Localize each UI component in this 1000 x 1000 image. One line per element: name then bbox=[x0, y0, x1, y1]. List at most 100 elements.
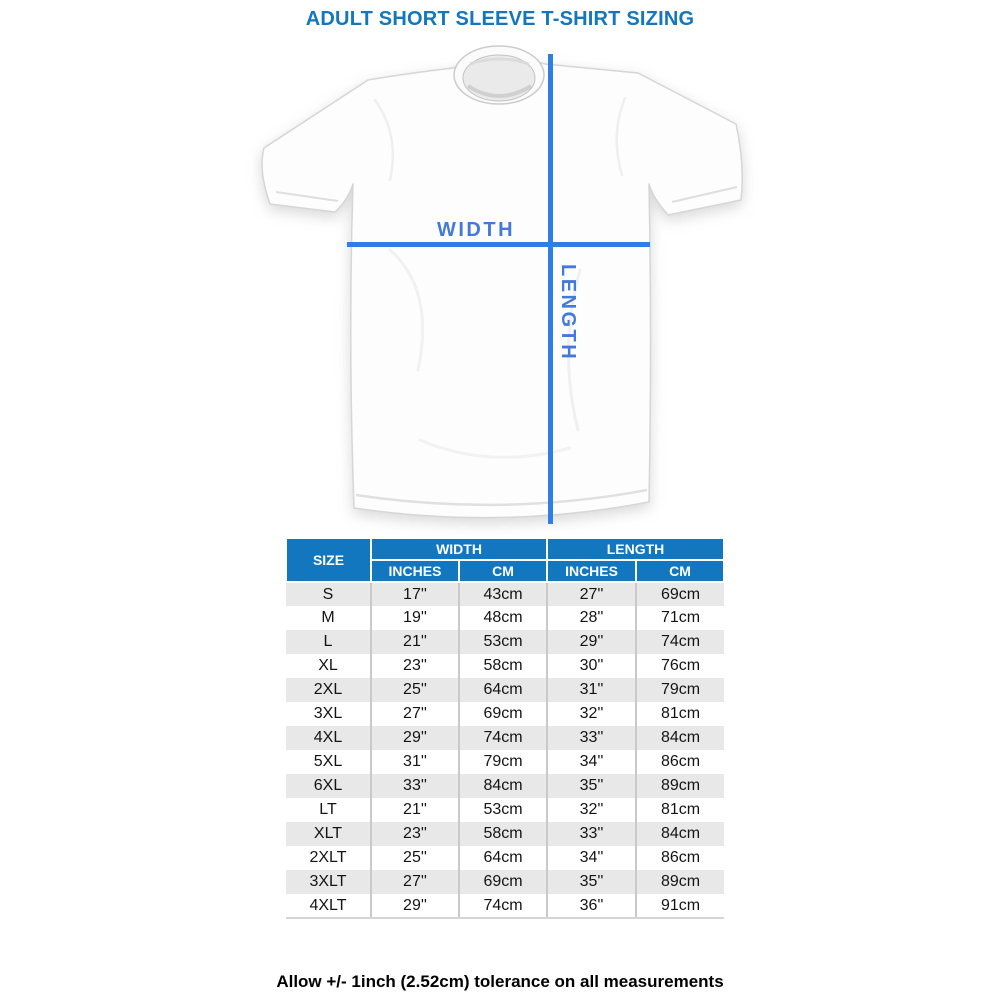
header-group-row: SIZE WIDTH LENGTH bbox=[285, 537, 726, 583]
length-inches-cell: 35'' bbox=[546, 774, 637, 798]
width-inches-cell: 19'' bbox=[370, 606, 459, 630]
length-inches-cell: 31'' bbox=[546, 678, 637, 702]
size-cell: M bbox=[321, 609, 335, 626]
size-table-header: SIZE WIDTH LENGTH INCHES CM INCHES CM bbox=[285, 537, 726, 583]
width-group-header: WIDTH bbox=[369, 537, 549, 561]
size-table-body: S 17'' 43cm 27'' 69cm M 19'' 48cm 28'' 71cm L 21'' 5… bbox=[286, 582, 725, 919]
length-cm-cell: 86cm bbox=[635, 750, 725, 774]
fabric-wrinkles bbox=[373, 96, 627, 459]
table-row: XL 23'' 58cm 30'' 76cm bbox=[286, 654, 725, 678]
size-cell: XLT bbox=[313, 825, 343, 842]
size-cell: L bbox=[323, 633, 333, 650]
length-inches-cell: 32'' bbox=[546, 702, 637, 726]
width-cm-cell: 74cm bbox=[457, 894, 548, 919]
length-cm-cell: 84cm bbox=[635, 822, 725, 846]
tshirt-diagram: WIDTH LENGTH bbox=[240, 40, 760, 540]
width-inches-cell: 27'' bbox=[370, 870, 459, 894]
width-cm-cell: 58cm bbox=[457, 822, 548, 846]
width-inches-cell: 21'' bbox=[370, 798, 459, 822]
width-inches-cell: 25'' bbox=[370, 678, 459, 702]
tolerance-note: Allow +/- 1inch (2.52cm) tolerance on al… bbox=[276, 972, 724, 991]
width-inches-cell: 33'' bbox=[370, 774, 459, 798]
table-row: 3XLT 27'' 69cm 35'' 89cm bbox=[286, 870, 725, 894]
length-inches-header: INCHES bbox=[546, 559, 638, 583]
page-title: ADULT SHORT SLEEVE T-SHIRT SIZING bbox=[305, 8, 695, 30]
width-cm-cell: 43cm bbox=[457, 582, 548, 606]
size-column-header: SIZE bbox=[285, 537, 372, 583]
length-cm-cell: 89cm bbox=[635, 870, 725, 894]
size-table: SIZE WIDTH LENGTH INCHES CM INCHES CM S 1… bbox=[285, 537, 726, 919]
shirt-collar bbox=[453, 45, 545, 105]
length-cm-cell: 91cm bbox=[635, 894, 725, 919]
width-label: WIDTH bbox=[437, 219, 515, 241]
width-cm-cell: 53cm bbox=[457, 630, 548, 654]
table-row: 2XL 25'' 64cm 31'' 79cm bbox=[286, 678, 725, 702]
width-inches-cell: 29'' bbox=[370, 726, 459, 750]
length-label: LENGTH bbox=[557, 264, 579, 361]
length-cm-cell: 71cm bbox=[635, 606, 725, 630]
length-inches-cell: 27'' bbox=[546, 582, 637, 606]
length-inches-cell: 35'' bbox=[546, 870, 637, 894]
size-cell: S bbox=[322, 585, 334, 603]
table-row: LT 21'' 53cm 32'' 81cm bbox=[286, 798, 725, 822]
width-inches-cell: 25'' bbox=[370, 846, 459, 870]
length-inches-cell: 33'' bbox=[546, 726, 637, 750]
width-cm-cell: 64cm bbox=[457, 678, 548, 702]
length-cm-cell: 74cm bbox=[635, 630, 725, 654]
width-cm-cell: 84cm bbox=[457, 774, 548, 798]
length-inches-cell: 30'' bbox=[546, 654, 637, 678]
header-units-row: INCHES CM INCHES CM bbox=[286, 559, 726, 583]
length-measure-line bbox=[548, 54, 553, 524]
length-group-header: LENGTH bbox=[546, 537, 726, 561]
size-cell: 4XL bbox=[313, 729, 343, 746]
size-cell: 2XLT bbox=[309, 849, 347, 866]
width-inches-cell: 23'' bbox=[370, 822, 459, 846]
table-row: 5XL 31'' 79cm 34'' 86cm bbox=[286, 750, 725, 774]
length-inches-cell: 34'' bbox=[546, 750, 637, 774]
shirt-seams bbox=[275, 186, 738, 507]
size-cell: 6XL bbox=[313, 777, 343, 794]
length-cm-cell: 86cm bbox=[635, 846, 725, 870]
size-cell: LT bbox=[319, 801, 337, 818]
table-row: S 17'' 43cm 27'' 69cm bbox=[286, 582, 725, 606]
table-row: L 21'' 53cm 29'' 74cm bbox=[286, 630, 725, 654]
size-cell: XL bbox=[318, 657, 338, 674]
tshirt-silhouette bbox=[261, 57, 743, 519]
length-inches-cell: 32'' bbox=[546, 798, 637, 822]
width-inches-cell: 23'' bbox=[370, 654, 459, 678]
length-inches-cell: 34'' bbox=[546, 846, 637, 870]
width-cm-cell: 58cm bbox=[457, 654, 548, 678]
length-cm-cell: 81cm bbox=[635, 798, 725, 822]
table-row: 4XLT 29'' 74cm 36'' 91cm bbox=[286, 894, 725, 919]
table-row: 2XLT 25'' 64cm 34'' 86cm bbox=[286, 846, 725, 870]
width-inches-cell: 31'' bbox=[370, 750, 459, 774]
width-cm-header: CM bbox=[457, 559, 549, 583]
width-inches-cell: 21'' bbox=[370, 630, 459, 654]
length-inches-cell: 33'' bbox=[546, 822, 637, 846]
table-row: 6XL 33'' 84cm 35'' 89cm bbox=[286, 774, 725, 798]
table-row: 3XL 27'' 69cm 32'' 81cm bbox=[286, 702, 725, 726]
width-cm-cell: 69cm bbox=[457, 702, 548, 726]
width-inches-cell: 27'' bbox=[370, 702, 459, 726]
length-cm-cell: 81cm bbox=[635, 702, 725, 726]
length-cm-cell: 89cm bbox=[635, 774, 725, 798]
length-inches-cell: 28'' bbox=[546, 606, 637, 630]
tshirt-graphic: WIDTH LENGTH bbox=[261, 45, 743, 524]
length-cm-cell: 76cm bbox=[635, 654, 725, 678]
width-inches-cell: 17'' bbox=[370, 582, 459, 606]
width-cm-cell: 48cm bbox=[457, 606, 548, 630]
width-cm-cell: 53cm bbox=[457, 798, 548, 822]
width-measure-line bbox=[347, 242, 650, 247]
table-row: 4XL 29'' 74cm 33'' 84cm bbox=[286, 726, 725, 750]
width-cm-cell: 69cm bbox=[457, 870, 548, 894]
length-inches-cell: 36'' bbox=[546, 894, 637, 919]
size-cell: 2XL bbox=[313, 681, 343, 698]
length-cm-cell: 79cm bbox=[635, 678, 725, 702]
width-cm-cell: 64cm bbox=[457, 846, 548, 870]
size-cell: 5XL bbox=[313, 753, 343, 770]
size-cell: 3XLT bbox=[309, 873, 347, 890]
width-inches-header: INCHES bbox=[370, 559, 460, 583]
length-cm-cell: 69cm bbox=[635, 582, 725, 606]
table-row: XLT 23'' 58cm 33'' 84cm bbox=[286, 822, 725, 846]
